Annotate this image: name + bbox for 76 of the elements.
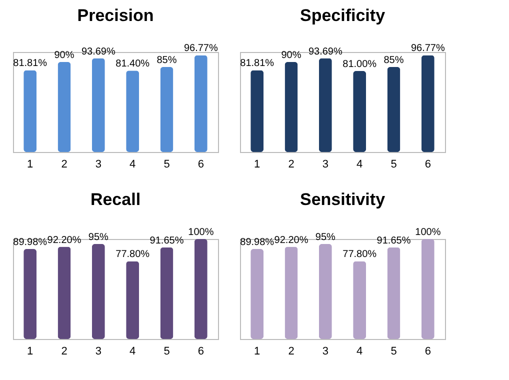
bar — [318, 244, 332, 339]
x-tick-label: 4 — [130, 346, 136, 358]
x-tick-label: 6 — [424, 158, 431, 170]
chart-title: Precision — [77, 6, 154, 26]
bar — [421, 239, 434, 339]
data-label: 90% — [281, 50, 302, 61]
data-label: 81.81% — [13, 58, 48, 70]
x-tick-label: 5 — [390, 158, 397, 170]
bar — [194, 239, 208, 339]
x-tick-label: 1 — [27, 346, 34, 358]
bar — [58, 246, 71, 339]
x-tick-label: 6 — [198, 158, 204, 170]
x-tick-label: 2 — [288, 346, 294, 358]
bar — [250, 70, 264, 152]
x-tick-label: 2 — [288, 158, 294, 170]
x-tick-label: 1 — [254, 346, 260, 358]
bar — [160, 247, 174, 339]
bar — [92, 58, 105, 152]
x-tick-label: 6 — [424, 346, 431, 358]
x-tick-label: 5 — [390, 346, 397, 358]
data-label: 95% — [88, 232, 109, 243]
data-label: 100% — [415, 227, 441, 238]
x-tick-label: 3 — [322, 346, 328, 358]
data-label: 85% — [156, 55, 177, 66]
chart-title: Specificity — [300, 6, 386, 26]
data-label: 93.69% — [81, 46, 116, 58]
data-label: 89.98% — [13, 237, 48, 248]
data-label: 95% — [315, 232, 336, 243]
bar — [353, 71, 366, 152]
data-label: 92.20% — [47, 234, 82, 246]
chart-title: Recall — [90, 190, 141, 209]
x-tick-label: 2 — [61, 346, 68, 358]
data-label: 90% — [54, 50, 74, 61]
data-label: 77.80% — [342, 249, 377, 260]
data-label: 89.98% — [240, 237, 274, 248]
data-label: 100% — [188, 227, 214, 238]
bar — [250, 249, 264, 339]
x-tick-label: 3 — [322, 158, 328, 170]
bar — [421, 55, 434, 152]
data-label: 77.80% — [116, 249, 150, 260]
data-label: 81.40% — [116, 58, 150, 70]
bar — [387, 67, 400, 152]
bar — [92, 244, 105, 339]
data-label: 93.69% — [308, 46, 342, 58]
x-tick-label: 1 — [27, 158, 34, 170]
x-tick-label: 3 — [95, 158, 102, 170]
data-label: 91.65% — [150, 235, 184, 246]
bar — [387, 247, 400, 339]
data-label: 81.81% — [240, 58, 274, 70]
chart-title: Sensitivity — [300, 190, 386, 209]
bar — [58, 62, 71, 152]
data-label: 92.20% — [274, 234, 308, 246]
bar — [284, 62, 298, 152]
bar — [24, 70, 37, 152]
x-tick-label: 4 — [356, 346, 363, 358]
x-tick-label: 3 — [95, 346, 102, 358]
x-tick-label: 4 — [356, 158, 363, 170]
data-label: 85% — [384, 55, 404, 66]
data-label: 91.65% — [376, 235, 411, 246]
x-tick-label: 4 — [130, 158, 136, 170]
bar — [318, 58, 332, 152]
x-tick-label: 2 — [61, 158, 68, 170]
bar — [284, 246, 298, 339]
bar — [126, 70, 140, 152]
x-tick-label: 5 — [164, 158, 170, 170]
data-label: 96.77% — [184, 43, 218, 54]
bar — [160, 67, 174, 152]
data-label: 96.77% — [410, 43, 445, 54]
x-tick-label: 5 — [164, 346, 170, 358]
data-label: 81.00% — [342, 59, 377, 70]
bar — [353, 261, 366, 339]
bar — [194, 55, 208, 152]
x-tick-label: 6 — [198, 346, 204, 358]
x-tick-label: 1 — [254, 158, 260, 170]
bar — [126, 261, 140, 339]
bar — [24, 249, 37, 339]
